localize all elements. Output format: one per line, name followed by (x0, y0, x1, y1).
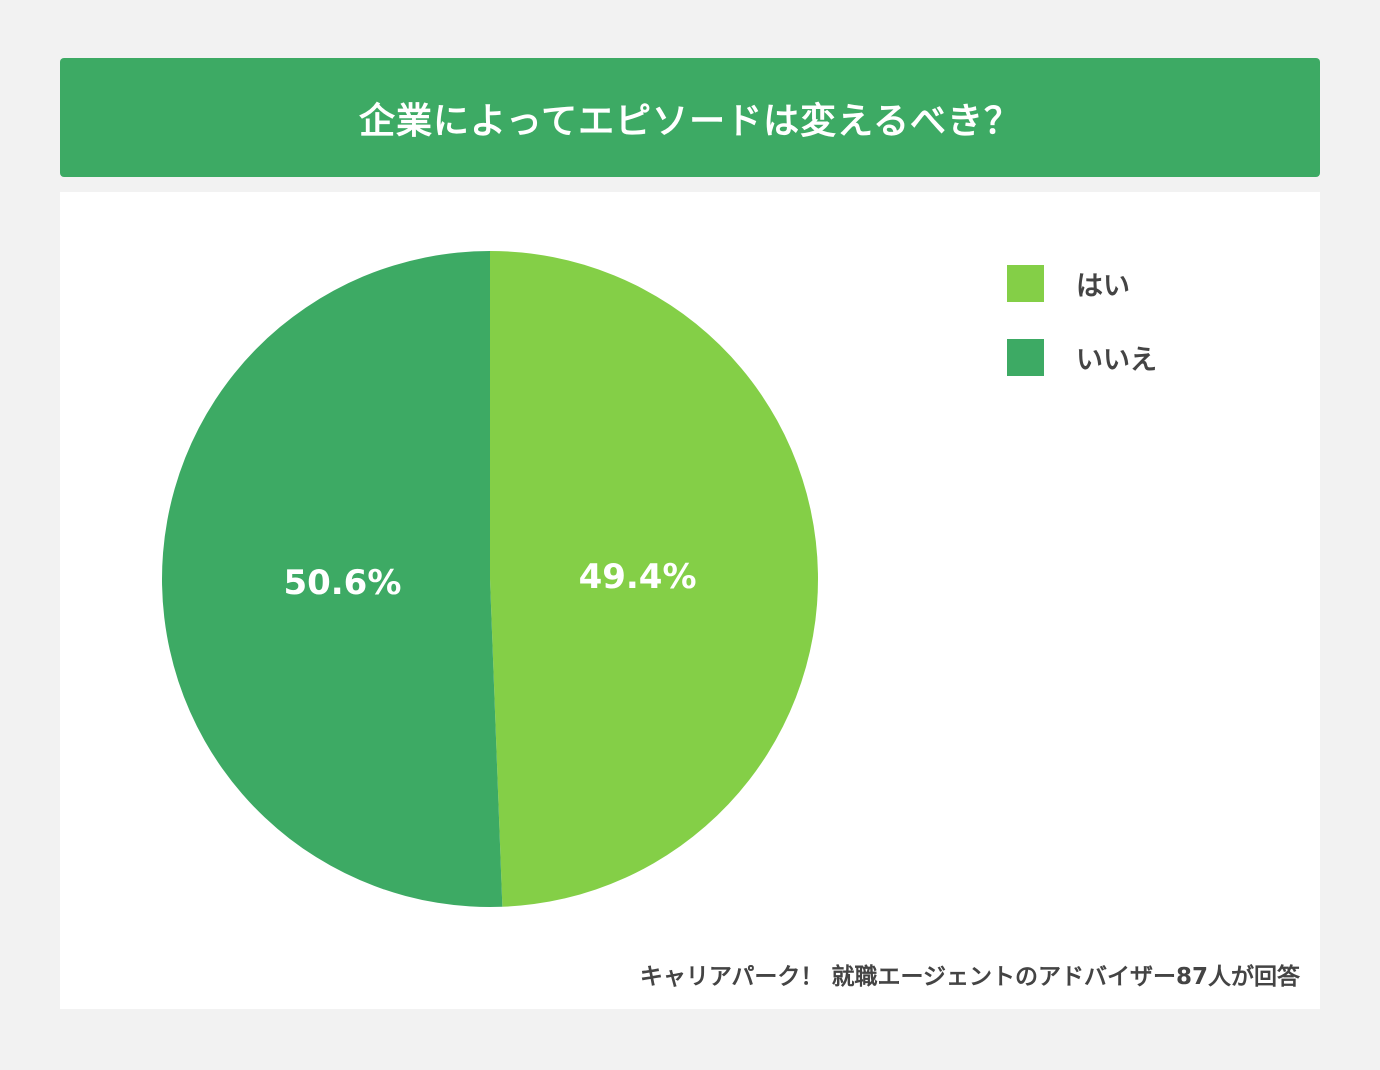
pie-slice-yes (490, 251, 818, 907)
title-banner: 企業によってエピソードは変えるべき？ (60, 58, 1320, 177)
pie-chart: 49.4% 50.6% (161, 251, 818, 908)
slice-value-label: 50.6% (283, 563, 401, 603)
legend: はい いいえ (1007, 264, 1157, 412)
legend-label: いいえ (1076, 344, 1157, 376)
chart-panel: 49.4% 50.6% はい いいえ キャリアパーク！ 就職エージェントのアドバイ… (60, 192, 1320, 1009)
legend-swatch-yes (1007, 264, 1044, 302)
legend-item-yes: はい (1007, 264, 1157, 302)
slice-value-label: 49.4% (579, 557, 697, 597)
source-note: キャリアパーク！ 就職エージェントのアドバイザー87人が回答 (639, 964, 1300, 990)
pie-slice-no (161, 251, 503, 908)
chart-title: 企業によってエピソードは変えるべき？ (358, 100, 1022, 142)
legend-label: はい (1076, 270, 1130, 302)
legend-item-no: いいえ (1007, 338, 1157, 376)
legend-swatch-no (1007, 338, 1044, 376)
